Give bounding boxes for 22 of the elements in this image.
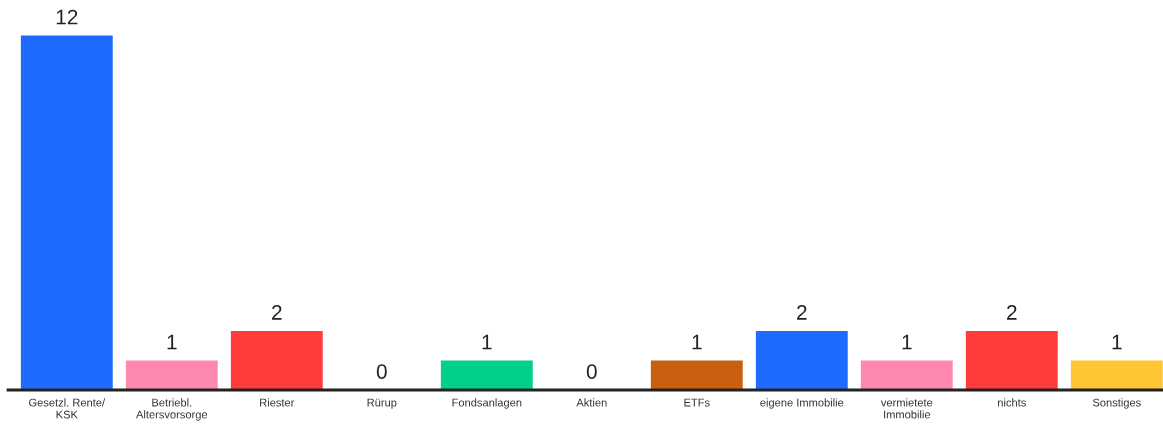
x-tick-label: Aktien: [576, 398, 607, 407]
x-tick-label: Rürup: [367, 398, 397, 409]
data-label: 1: [692, 334, 702, 350]
data-label: 1: [902, 334, 912, 350]
x-tick-label: vermietete Immobilie: [880, 398, 933, 419]
data-label: 0: [376, 364, 387, 379]
x-tick-label: Betriebl. Altersvorsorge: [136, 398, 208, 421]
x-tick-label: Gesetzl. Rente/ KSK: [29, 398, 106, 419]
data-label: 2: [1007, 305, 1017, 320]
data-label: 2: [272, 305, 282, 320]
x-tick-label: Sonstiges: [1092, 398, 1141, 409]
data-label: 0: [586, 364, 597, 379]
x-tick-label: ETFs: [684, 398, 710, 407]
data-label: 12: [56, 9, 78, 25]
data-label: 1: [1112, 334, 1122, 350]
data-label: 1: [167, 334, 177, 350]
x-tick-label: eigene Immobilie: [760, 398, 844, 409]
x-tick-label: Riester: [260, 398, 295, 407]
data-label: 1: [482, 334, 492, 350]
data-label: 2: [797, 305, 807, 320]
x-tick-label: nichts: [998, 398, 1026, 407]
x-tick-label: Fondsanlagen: [452, 398, 522, 409]
